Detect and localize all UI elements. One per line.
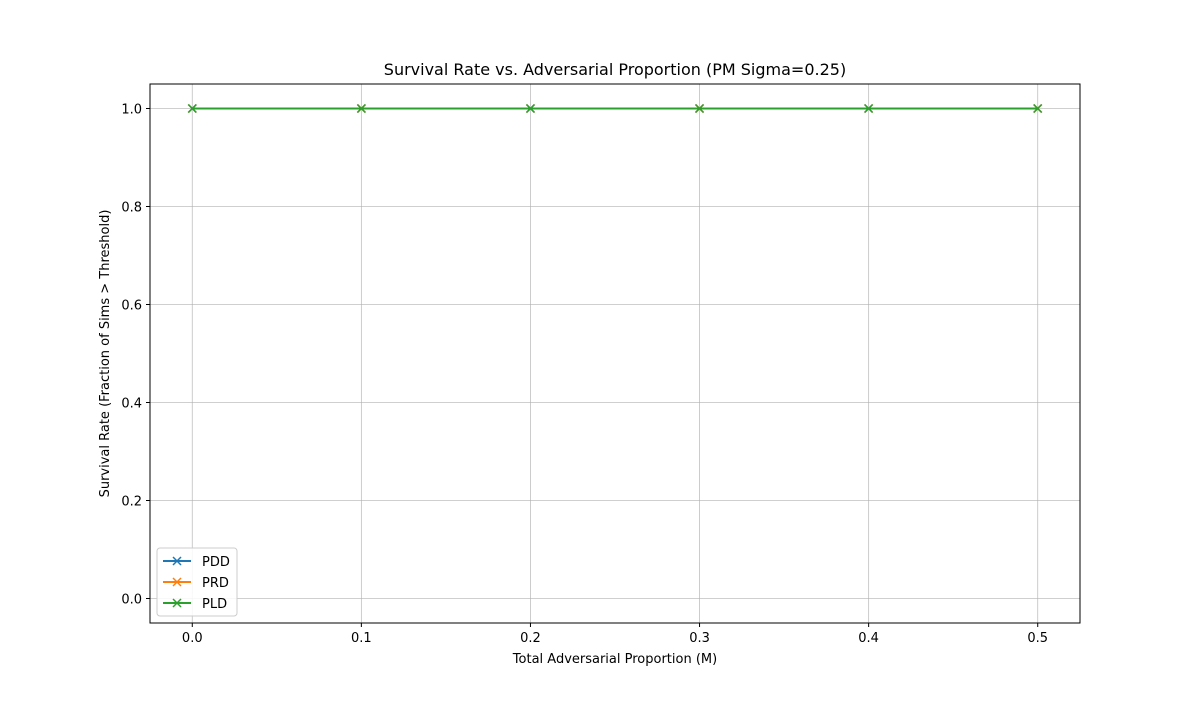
y-tick-label-2: 0.4	[121, 397, 142, 412]
legend-marker-prd	[172, 577, 182, 587]
grid-lines	[150, 84, 1080, 623]
x-tick-label-1: 0.1	[351, 631, 372, 646]
legend-label-pdd: PDD	[202, 555, 230, 570]
data-point-pld-4	[864, 103, 874, 114]
x-tick-label-5: 0.5	[1027, 631, 1048, 646]
legend-marker-pdd	[172, 556, 182, 566]
x-tick-label-2: 0.2	[520, 631, 541, 646]
x-tick-label-3: 0.3	[689, 631, 710, 646]
legend: PDD PRD PLD	[156, 547, 238, 617]
legend-label-prd: PRD	[202, 576, 229, 591]
legend-item-pld: PLD	[163, 597, 227, 612]
legend-marker-pld	[172, 598, 182, 608]
y-axis-label: Survival Rate (Fraction of Sims > Thresh…	[98, 210, 113, 498]
legend-box	[156, 547, 238, 617]
y-tick-label-4: 0.8	[121, 201, 142, 216]
data-point-pld-2	[525, 103, 535, 114]
chart-title: Survival Rate vs. Adversarial Proportion…	[384, 60, 846, 79]
y-tick-label-3: 0.6	[121, 299, 142, 314]
axis-ticks: 0.0 0.1 0.2 0.3 0.4 0.5 0.0 0.2 0.4 0.6 0.8 1.0	[121, 103, 1048, 647]
data-point-pld-1	[356, 103, 366, 114]
data-series	[187, 103, 1043, 114]
series-pld	[187, 103, 1043, 114]
x-tick-label-4: 0.4	[858, 631, 879, 646]
data-point-pld-3	[695, 103, 705, 114]
legend-item-prd: PRD	[163, 576, 229, 591]
data-point-pld-0	[187, 103, 197, 114]
data-point-pld-5	[1033, 103, 1043, 114]
plot-area-frame	[149, 83, 1081, 624]
y-tick-label-5: 1.0	[121, 103, 142, 118]
y-tick-label-0: 0.0	[121, 593, 142, 608]
y-tick-label-1: 0.2	[121, 495, 142, 510]
x-axis-label: Total Adversarial Proportion (M)	[512, 652, 717, 667]
legend-item-pdd: PDD	[163, 555, 230, 570]
x-tick-label-0: 0.0	[182, 631, 203, 646]
legend-label-pld: PLD	[202, 597, 227, 612]
